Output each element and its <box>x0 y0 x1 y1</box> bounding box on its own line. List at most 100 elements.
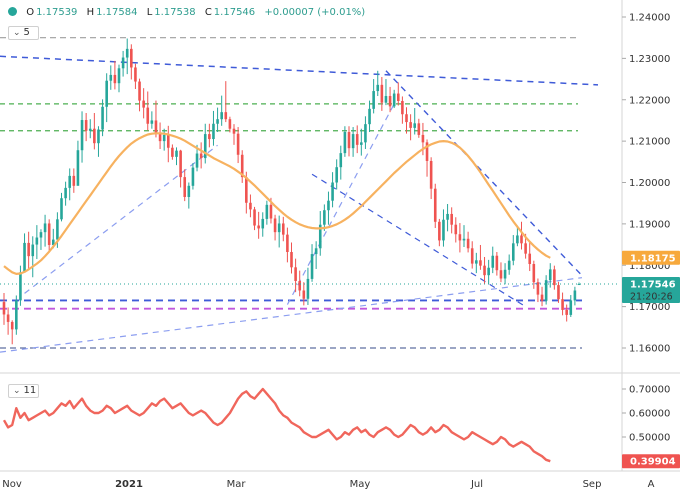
candle-body <box>154 120 158 135</box>
trendline-ascending-1 <box>24 144 218 294</box>
trendline-ascending-2 <box>286 103 395 305</box>
oscillator-value-marker <box>622 454 680 469</box>
candle-body <box>199 153 203 159</box>
candle-body <box>483 265 486 276</box>
change-value: +0.00007 (+0.01%) <box>264 7 366 18</box>
oscillator-indicator-value: 11 <box>23 385 37 396</box>
price-indicator-legend[interactable]: ⌄ 5 <box>8 26 39 40</box>
candle-body <box>68 175 72 188</box>
candle-body <box>318 224 322 249</box>
candle-body <box>413 123 417 128</box>
candle-body <box>405 114 408 123</box>
candle-body <box>565 309 568 315</box>
candle-body <box>113 74 117 84</box>
high-value: 1.17584 <box>96 7 138 18</box>
price-tick-label: 1.17000 <box>629 302 670 313</box>
candle-body <box>421 134 425 143</box>
chevron-down-icon[interactable]: ⌄ <box>13 386 21 396</box>
candle-body <box>10 321 14 330</box>
price-tick-label: 1.23000 <box>629 54 670 65</box>
candle-body <box>335 167 338 183</box>
candle-body <box>331 182 334 201</box>
candle-body <box>368 108 371 125</box>
chevron-down-icon[interactable]: ⌄ <box>13 28 21 38</box>
candle-body <box>355 134 359 145</box>
candle-body <box>19 272 22 301</box>
candle-body <box>327 200 330 211</box>
time-tick-label: Jul <box>470 479 483 490</box>
candle-body <box>6 314 10 322</box>
candle-body <box>392 93 396 107</box>
trendline-top-resistance <box>0 55 599 86</box>
trendline-lower-descending <box>311 173 526 308</box>
candle-body <box>203 134 207 159</box>
candle-body <box>27 242 30 257</box>
candle-body <box>80 120 84 151</box>
candle-body <box>495 255 499 271</box>
candle-body <box>31 244 35 257</box>
price-tick-label: 1.24000 <box>629 13 670 24</box>
candle-body <box>536 282 540 295</box>
candle-body <box>216 119 219 124</box>
candle-body <box>540 294 544 301</box>
oscillator-indicator-legend[interactable]: ⌄ 11 <box>8 384 39 398</box>
candle-body <box>138 81 141 101</box>
candle-body <box>166 134 170 148</box>
oscillator-value-marker-label: 0.39904 <box>630 457 676 468</box>
candle-body <box>191 167 195 186</box>
candle-body <box>158 134 162 142</box>
candle-body <box>511 243 515 261</box>
candle-body <box>72 175 76 186</box>
candle-body <box>479 260 482 266</box>
candle-body <box>577 284 581 286</box>
price-tick-label: 1.20000 <box>629 178 670 189</box>
candle-body <box>261 218 265 229</box>
current-price-marker-label: 1.17546 <box>630 280 676 291</box>
candle-body <box>532 264 536 283</box>
candle-body <box>433 188 437 222</box>
price-tick-label: 1.16000 <box>629 344 670 355</box>
candle-body <box>2 302 6 315</box>
moving-average-line <box>3 132 551 275</box>
candle-body <box>544 280 548 301</box>
candle-body <box>286 234 289 253</box>
candle-body <box>298 280 302 291</box>
time-tick-label: May <box>350 479 371 490</box>
candle-body <box>294 267 297 281</box>
candle-body <box>417 123 421 135</box>
close-value: 1.17546 <box>213 7 256 18</box>
candle-body <box>360 142 363 145</box>
auto-scale-button[interactable]: A <box>648 479 655 490</box>
candle-body <box>23 242 26 273</box>
candle-body <box>376 84 380 92</box>
price-tick-label: 1.22000 <box>629 95 670 106</box>
candle-body <box>347 132 351 149</box>
candle-body <box>310 254 314 279</box>
candle-body <box>429 160 433 189</box>
candle-body <box>88 128 92 131</box>
candle-body <box>339 153 343 168</box>
candle-body <box>396 93 400 101</box>
candle-body <box>236 133 240 155</box>
candle-body <box>401 100 404 115</box>
candle-body <box>302 290 306 299</box>
candle-body <box>121 57 125 69</box>
candle-body <box>569 300 573 315</box>
candle-body <box>187 185 191 197</box>
candle-body <box>503 269 507 279</box>
candle-body <box>277 223 281 233</box>
candle-body <box>60 198 63 220</box>
candle-body <box>171 147 174 157</box>
close-label: C <box>204 7 212 18</box>
open-label: O <box>26 7 35 18</box>
candle-body <box>520 235 523 244</box>
candle-body <box>450 213 453 225</box>
candle-body <box>84 120 88 131</box>
candle-body <box>220 112 223 120</box>
low-label: L <box>146 7 153 18</box>
candle-body <box>51 239 55 245</box>
candle-body <box>245 177 248 203</box>
candle-body <box>491 255 495 268</box>
candle-body <box>183 177 187 197</box>
